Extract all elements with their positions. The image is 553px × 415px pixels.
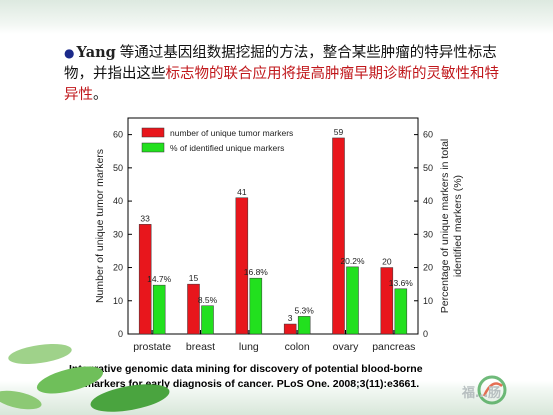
- plot-frame: [127, 117, 419, 335]
- y-right-tick-label: 60: [423, 130, 433, 140]
- bar-tumor-markers: [380, 267, 394, 335]
- intro-text: 等通过基因组数据挖掘的方法，整合某些肿瘤的特异性标志物，并指出这些: [64, 45, 497, 82]
- intro-highlight: 标志物的联合应用将提高肿瘤早期诊断的灵敏性和特异性: [64, 66, 499, 103]
- citation-line-1: Integrative genomic data mining for disc…: [69, 363, 423, 375]
- bar-identified-markers: [394, 288, 408, 335]
- data-label-identified: 14.7%: [147, 274, 172, 284]
- data-label-tumor: 41: [237, 187, 247, 197]
- bar-identified-markers: [346, 266, 359, 335]
- data-label-tumor: 15: [189, 273, 199, 283]
- y-tick-label: 60: [113, 130, 123, 140]
- legend-swatch: [141, 142, 165, 153]
- watermark-text: 福…肠: [462, 386, 502, 401]
- legend-swatch: [141, 127, 165, 138]
- y-right-tick-label: 40: [423, 196, 433, 206]
- leaf-shape: [36, 366, 104, 394]
- bar-tumor-markers: [332, 137, 345, 335]
- data-label-tumor: 3: [288, 313, 293, 323]
- bar-identified-markers: [201, 305, 214, 335]
- legend-label: number of unique tumor markers: [170, 128, 293, 138]
- y-right-axis-label: identified markers (%): [452, 175, 464, 277]
- data-label-tumor: 59: [334, 127, 344, 137]
- bar-chart: 0 10 20 30 40 50 60 0 10 20 30 40 50 60 prostate 33 14.7…: [94, 117, 464, 353]
- intro-paragraph: ● Yang 等通过基因组数据挖掘的方法，整合某些肿瘤的特异性标志物，并指出这些标志…: [64, 42, 504, 106]
- y-right-tick-label: 0: [423, 329, 428, 339]
- data-label-identified: 5.3%: [294, 305, 314, 315]
- bar-identified-markers: [249, 277, 263, 335]
- y-tick-label: 20: [113, 263, 123, 273]
- data-label-identified: 16.8%: [244, 267, 269, 277]
- y-tick-label: 50: [113, 163, 123, 173]
- y-tick-label: 10: [113, 296, 123, 306]
- bar-identified-markers: [152, 284, 166, 335]
- top-band: [0, 0, 553, 34]
- bar-tumor-markers: [235, 197, 249, 335]
- y-right-tick-label: 20: [423, 263, 433, 273]
- x-tick-label: lung: [239, 341, 259, 353]
- leaf-decoration: [0, 344, 170, 412]
- bar-tumor-markers: [138, 224, 152, 335]
- bar-tumor-markers: [283, 323, 297, 335]
- x-tick-label: ovary: [333, 341, 359, 353]
- data-label-identified: 20.2%: [340, 256, 365, 266]
- leaf-shape: [8, 344, 72, 364]
- logo-icon: [477, 375, 507, 405]
- data-label-tumor: 33: [140, 213, 150, 223]
- bar-identified-markers: [297, 316, 311, 335]
- y-right-tick-label: 50: [423, 163, 433, 173]
- bar-tumor-markers: [187, 283, 200, 335]
- y-tick-label: 40: [113, 196, 123, 206]
- legend-label: % of identified unique markers: [170, 143, 284, 153]
- leaf-shape: [0, 390, 42, 410]
- data-label-identified: 13.6%: [389, 278, 414, 288]
- y-right-tick-label: 30: [423, 229, 433, 239]
- intro-author: Yang: [76, 44, 116, 61]
- data-label-identified: 8.5%: [198, 295, 218, 305]
- x-tick-label: breast: [186, 341, 215, 353]
- y-right-axis-label: Percentage of unique markers in total: [439, 139, 451, 314]
- x-tick-label: prostate: [133, 341, 171, 353]
- y-right-tick-label: 10: [423, 296, 433, 306]
- leaf-shape: [90, 384, 170, 412]
- data-label-tumor: 20: [382, 257, 392, 267]
- y-axis-label: Number of unique tumor markers: [94, 149, 106, 303]
- intro-text-end: 。: [93, 87, 108, 103]
- x-tick-label: pancreas: [372, 341, 415, 353]
- bottom-band: [0, 381, 553, 415]
- bullet-icon: ●: [64, 46, 75, 60]
- x-tick-label: colon: [285, 341, 310, 353]
- y-tick-label: 0: [118, 329, 123, 339]
- y-tick-label: 30: [113, 229, 123, 239]
